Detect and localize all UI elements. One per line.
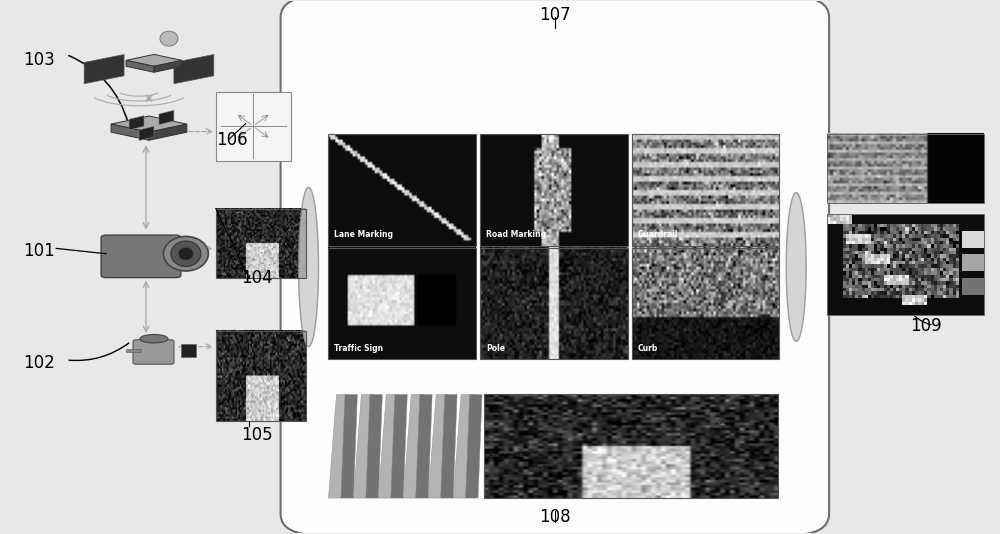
Polygon shape xyxy=(111,124,149,140)
Polygon shape xyxy=(403,395,424,498)
Polygon shape xyxy=(466,395,482,498)
Bar xyxy=(216,92,291,161)
Polygon shape xyxy=(154,60,182,72)
Polygon shape xyxy=(126,54,182,66)
Polygon shape xyxy=(149,124,187,140)
Polygon shape xyxy=(341,395,357,498)
Bar xyxy=(126,349,141,352)
Polygon shape xyxy=(353,395,374,498)
Text: Traffic Sign: Traffic Sign xyxy=(334,344,384,353)
Bar xyxy=(328,248,476,359)
Ellipse shape xyxy=(163,237,208,271)
FancyBboxPatch shape xyxy=(133,340,174,364)
Ellipse shape xyxy=(178,247,193,260)
Text: 104: 104 xyxy=(241,269,272,287)
Text: 103: 103 xyxy=(23,51,55,69)
Bar xyxy=(632,134,779,246)
Bar xyxy=(480,248,628,359)
Polygon shape xyxy=(111,116,187,132)
Bar xyxy=(480,134,628,246)
Polygon shape xyxy=(391,395,407,498)
Ellipse shape xyxy=(171,241,201,266)
Polygon shape xyxy=(129,115,144,130)
Polygon shape xyxy=(84,54,124,84)
Text: 105: 105 xyxy=(241,426,272,444)
Bar xyxy=(827,214,984,315)
Bar xyxy=(216,331,306,421)
Polygon shape xyxy=(453,395,474,498)
Text: Traffic sign: Traffic sign xyxy=(515,414,547,419)
Ellipse shape xyxy=(160,31,178,46)
Polygon shape xyxy=(328,395,349,498)
Polygon shape xyxy=(126,60,154,72)
Text: 108: 108 xyxy=(539,508,571,526)
Text: curb: curb xyxy=(719,420,733,425)
Polygon shape xyxy=(159,111,174,124)
Text: 107: 107 xyxy=(539,6,571,24)
Polygon shape xyxy=(428,395,449,498)
Text: Curb: Curb xyxy=(638,344,658,353)
Polygon shape xyxy=(378,395,399,498)
FancyBboxPatch shape xyxy=(281,0,829,534)
Polygon shape xyxy=(786,193,806,341)
FancyBboxPatch shape xyxy=(101,235,181,278)
Bar xyxy=(216,209,306,278)
Bar xyxy=(632,248,779,359)
Text: 106: 106 xyxy=(216,131,247,149)
Bar xyxy=(181,344,196,357)
Polygon shape xyxy=(139,126,154,140)
Text: Pole: Pole xyxy=(486,344,505,353)
Bar xyxy=(484,395,778,498)
Text: Guardrail: Guardrail xyxy=(638,230,678,239)
Text: Pole: Pole xyxy=(490,409,502,414)
Bar xyxy=(328,134,476,246)
Text: Lane marking: Lane marking xyxy=(490,452,530,457)
Text: 109: 109 xyxy=(910,317,942,335)
Text: 101: 101 xyxy=(23,242,55,261)
Ellipse shape xyxy=(140,334,168,343)
Bar xyxy=(827,134,984,203)
Polygon shape xyxy=(299,187,319,347)
Text: Road Marking: Road Marking xyxy=(486,230,546,239)
Polygon shape xyxy=(174,54,214,84)
Polygon shape xyxy=(416,395,432,498)
Polygon shape xyxy=(441,395,457,498)
Text: Lane Marking: Lane Marking xyxy=(334,230,393,239)
Text: 102: 102 xyxy=(23,354,55,372)
Polygon shape xyxy=(366,395,382,498)
Text: Road marking: Road marking xyxy=(515,465,556,470)
